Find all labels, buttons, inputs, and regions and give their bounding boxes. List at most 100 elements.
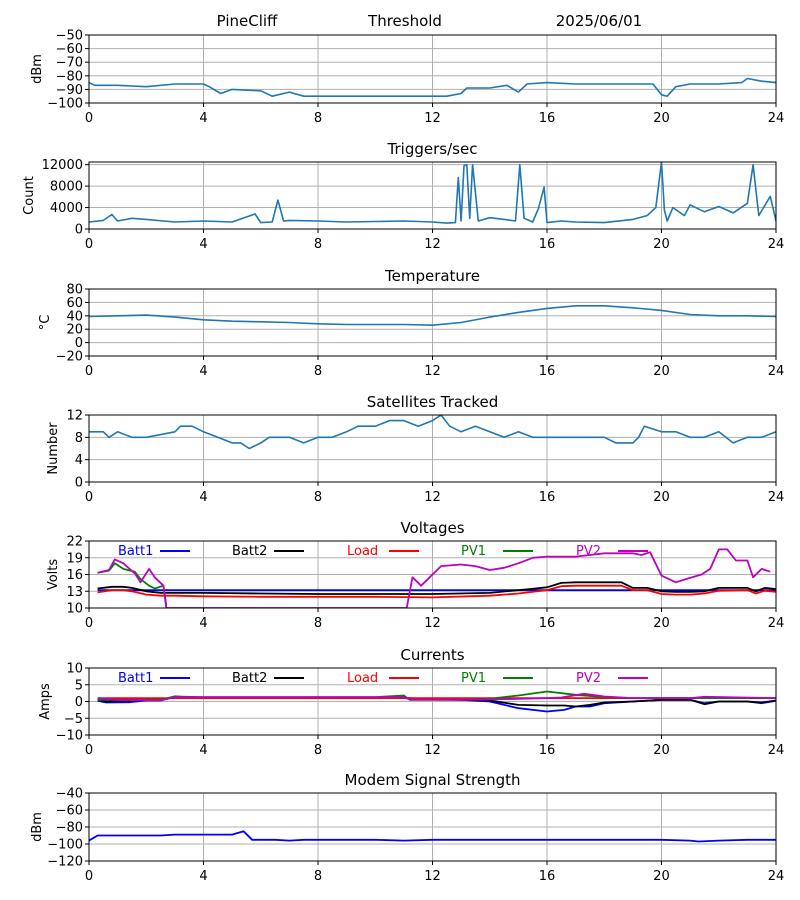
y-tick-label: −50 bbox=[56, 29, 83, 44]
x-tick-label: 0 bbox=[85, 237, 93, 252]
x-tick-label: 0 bbox=[85, 743, 93, 758]
y-tick-label: 12000 bbox=[42, 158, 83, 173]
y-axis-label: dBm bbox=[30, 54, 45, 84]
x-tick-label: 12 bbox=[424, 364, 441, 379]
x-tick-label: 4 bbox=[199, 237, 207, 252]
y-tick-label: 22 bbox=[66, 535, 83, 550]
y-tick-label: −90 bbox=[56, 83, 83, 98]
x-tick-label: 24 bbox=[768, 490, 785, 505]
y-axis-label: Volts bbox=[46, 559, 61, 591]
legend-label-batt2: Batt2 bbox=[232, 671, 267, 686]
y-tick-label: −80 bbox=[56, 821, 83, 836]
y-tick-label: −70 bbox=[56, 56, 83, 71]
x-tick-label: 0 bbox=[85, 490, 93, 505]
x-tick-label: 8 bbox=[314, 364, 322, 379]
x-tick-label: 8 bbox=[314, 237, 322, 252]
x-tick-label: 4 bbox=[199, 743, 207, 758]
legend-label-batt1: Batt1 bbox=[118, 671, 153, 686]
y-tick-label: −20 bbox=[56, 350, 83, 365]
y-tick-label: −100 bbox=[47, 97, 83, 112]
chart-title: Temperature bbox=[384, 267, 480, 285]
y-tick-label: 4000 bbox=[50, 201, 83, 216]
y-tick-label: 60 bbox=[66, 296, 83, 311]
y-tick-label: 80 bbox=[66, 283, 83, 298]
x-tick-label: 12 bbox=[424, 616, 441, 631]
y-tick-label: 20 bbox=[66, 323, 83, 338]
x-tick-label: 12 bbox=[424, 237, 441, 252]
legend-label-pv1: PV1 bbox=[461, 671, 486, 686]
y-tick-label: −5 bbox=[64, 712, 83, 727]
chart-title: Satellites Tracked bbox=[367, 393, 498, 411]
y-axis-label: °C bbox=[38, 315, 53, 331]
y-tick-label: −40 bbox=[56, 787, 83, 802]
legend-label-pv2: PV2 bbox=[576, 671, 601, 686]
x-tick-label: 4 bbox=[199, 111, 207, 126]
y-tick-label: 0 bbox=[75, 695, 83, 710]
panel-satellites: 0 4 8 12 16 20 24 0 4 8 12 Satellites Tracked Number bbox=[46, 393, 784, 505]
series-line-batt2 bbox=[97, 581, 776, 595]
x-tick-label: 24 bbox=[768, 616, 785, 631]
panel-triggers: 0 4 8 12 16 20 24 0 4000 8000 12000 Triggers/sec Cou… bbox=[22, 140, 784, 252]
x-tick-label: 0 bbox=[85, 111, 93, 126]
x-tick-label: 20 bbox=[653, 490, 670, 505]
x-tick-label: 8 bbox=[314, 869, 322, 884]
y-tick-label: 12 bbox=[66, 409, 83, 424]
y-tick-label: −120 bbox=[47, 855, 83, 870]
y-tick-label: 0 bbox=[75, 223, 83, 238]
x-tick-label: 24 bbox=[768, 869, 785, 884]
y-tick-label: 10 bbox=[66, 602, 83, 617]
legend-label-pv1: PV1 bbox=[461, 544, 486, 559]
x-tick-label: 16 bbox=[539, 364, 556, 379]
chart-title: Voltages bbox=[400, 519, 464, 537]
series-line-signal bbox=[89, 77, 776, 97]
y-tick-label: −60 bbox=[56, 42, 83, 57]
x-tick-label: 24 bbox=[768, 364, 785, 379]
y-tick-label: 16 bbox=[66, 568, 83, 583]
x-tick-label: 4 bbox=[199, 869, 207, 884]
x-tick-label: 8 bbox=[314, 111, 322, 126]
y-axis-label: dBm bbox=[30, 812, 45, 842]
x-tick-label: 4 bbox=[199, 616, 207, 631]
x-tick-label: 0 bbox=[85, 616, 93, 631]
y-tick-label: 5 bbox=[75, 678, 83, 693]
chart-title: Currents bbox=[400, 646, 464, 664]
x-tick-label: 0 bbox=[85, 869, 93, 884]
legend-label-load: Load bbox=[347, 544, 378, 559]
x-tick-label: 20 bbox=[653, 237, 670, 252]
series-line-triggers bbox=[89, 162, 776, 224]
y-tick-label: 8 bbox=[75, 431, 83, 446]
x-tick-label: 16 bbox=[539, 111, 556, 126]
y-tick-label: −60 bbox=[56, 804, 83, 819]
x-tick-label: 16 bbox=[539, 237, 556, 252]
x-tick-label: 20 bbox=[653, 743, 670, 758]
chart-title: Modem Signal Strength bbox=[345, 771, 521, 789]
series-line-satellites bbox=[89, 415, 776, 450]
series-line-pv2 bbox=[97, 692, 776, 702]
y-tick-label: 40 bbox=[66, 309, 83, 324]
x-tick-label: 4 bbox=[199, 364, 207, 379]
x-tick-label: 12 bbox=[424, 490, 441, 505]
y-tick-label: 0 bbox=[75, 476, 83, 491]
x-tick-label: 16 bbox=[539, 869, 556, 884]
y-tick-label: −100 bbox=[47, 838, 83, 853]
x-tick-label: 20 bbox=[653, 111, 670, 126]
x-tick-label: 20 bbox=[653, 616, 670, 631]
x-tick-label: 24 bbox=[768, 743, 785, 758]
x-tick-label: 12 bbox=[424, 111, 441, 126]
panel-currents: 0 4 8 12 16 20 24 −10 −5 0 510 Currents Amps Batt1 Bat… bbox=[38, 646, 784, 758]
x-tick-label: 24 bbox=[768, 111, 785, 126]
legend-label-batt2: Batt2 bbox=[232, 544, 267, 559]
header-date: 2025/06/01 bbox=[556, 12, 642, 30]
x-tick-label: 16 bbox=[539, 743, 556, 758]
series-line-pv1 bbox=[97, 562, 168, 606]
x-tick-label: 12 bbox=[424, 869, 441, 884]
y-tick-label: 8000 bbox=[50, 180, 83, 195]
series-line-pv2 bbox=[97, 548, 771, 608]
x-tick-label: 12 bbox=[424, 743, 441, 758]
y-tick-label: 13 bbox=[66, 585, 83, 600]
header-station: PineCliff bbox=[217, 12, 278, 30]
